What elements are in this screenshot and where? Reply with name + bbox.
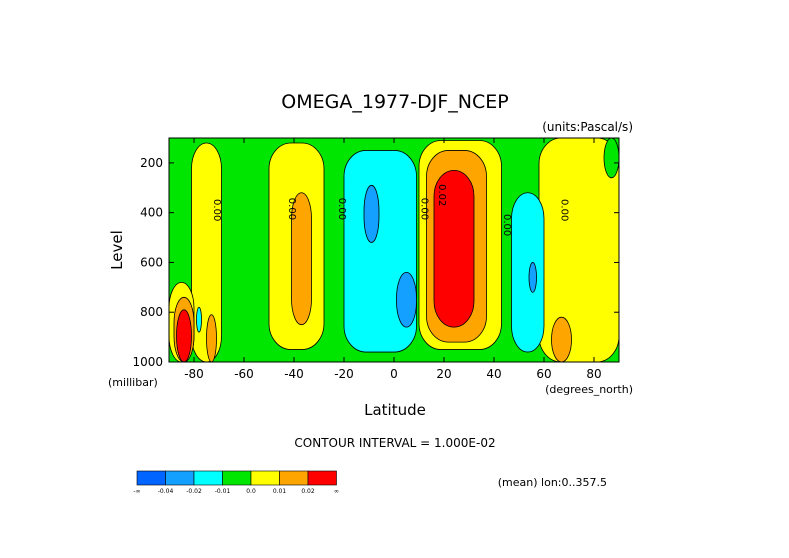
- x-tick-label-2: -40: [284, 367, 304, 381]
- contour-region-17: [511, 192, 545, 353]
- colorbar-swatch-2: [193, 470, 223, 486]
- y-tick-label-2: 600: [140, 255, 163, 269]
- contour-region-19: [196, 306, 202, 333]
- x-tick-label-0: -80: [184, 367, 204, 381]
- colorbar-swatch-5: [279, 470, 309, 486]
- contour-region-5: [206, 314, 217, 362]
- y-units: (millibar): [108, 376, 158, 389]
- x-tick-label-7: 60: [536, 367, 551, 381]
- contour-region-18: [528, 262, 537, 293]
- x-tick-label-6: 40: [486, 367, 501, 381]
- y-axis-label: Level: [108, 230, 126, 270]
- contour-label-1: 0.00: [286, 198, 297, 220]
- contour-label-3: 0.00: [419, 198, 430, 220]
- contour-labels: 0.00 0.00 0.00 0.00 0.02 0.00 0.00: [211, 184, 570, 236]
- x-units: (degrees_north): [545, 383, 633, 396]
- colorbar-swatch-3: [222, 470, 252, 486]
- x-tick-label-3: -20: [334, 367, 354, 381]
- colorbar-label-5: 0.01: [273, 488, 287, 495]
- colorbar-swatch-4: [250, 470, 280, 486]
- contour-region-13: [551, 316, 572, 362]
- y-tick-label-1: 400: [140, 206, 163, 220]
- y-tick-label-0: 200: [140, 156, 163, 170]
- colorbar-label-4: 0.0: [246, 488, 256, 495]
- contour-region-16: [396, 271, 417, 328]
- colorbar-label-3: -0.01: [215, 488, 231, 495]
- y-axis: 200 400 600 800 1000: [132, 156, 619, 369]
- y-tick-label-3: 800: [140, 305, 163, 319]
- chart-title: OMEGA_1977-DJF_NCEP: [281, 91, 508, 113]
- colorbar-label-6: 0.02: [301, 488, 315, 495]
- contour-label-2: 0.00: [336, 198, 347, 220]
- y-tick-label-4: 1000: [132, 355, 163, 369]
- colorbar-swatch-0: [136, 470, 166, 486]
- contour-region-7: [291, 192, 312, 326]
- colorbar-label-0: -∞: [133, 488, 140, 495]
- contour-label-5: 0.00: [501, 214, 512, 236]
- contour-region-15: [363, 184, 380, 243]
- x-tick-label-1: -60: [234, 367, 254, 381]
- x-axis-label: Latitude: [364, 401, 426, 419]
- contour-interval: CONTOUR INTERVAL = 1.000E-02: [294, 436, 495, 450]
- contour-region-10: [433, 169, 475, 328]
- colorbar-label-7: ∞: [334, 488, 339, 495]
- mean-note: (mean) lon:0..357.5: [498, 476, 607, 489]
- x-tick-label-5: 20: [436, 367, 451, 381]
- colorbar-swatch-6: [307, 470, 337, 486]
- contour-region-4: [176, 309, 192, 362]
- colorbar-label-2: -0.02: [186, 488, 202, 495]
- colorbar-swatch-1: [165, 470, 195, 486]
- colorbar-label-1: -0.04: [158, 488, 174, 495]
- contour-region-12: [603, 138, 619, 179]
- contour-fill-regions: [169, 138, 619, 362]
- contour-label-0: 0.00: [211, 199, 222, 221]
- units-note: (units:Pascal/s): [542, 120, 633, 134]
- x-axis: -80 -60 -40 -20 0 20 40 60 80: [184, 138, 602, 381]
- contour-label-6: 0.00: [559, 199, 570, 221]
- x-tick-label-8: 80: [586, 367, 601, 381]
- colorbar: -∞ -0.04 -0.02 -0.01 0.0 0.01 0.02 ∞: [133, 470, 339, 495]
- x-tick-label-4: 0: [390, 367, 398, 381]
- contour-label-4: 0.02: [436, 184, 447, 206]
